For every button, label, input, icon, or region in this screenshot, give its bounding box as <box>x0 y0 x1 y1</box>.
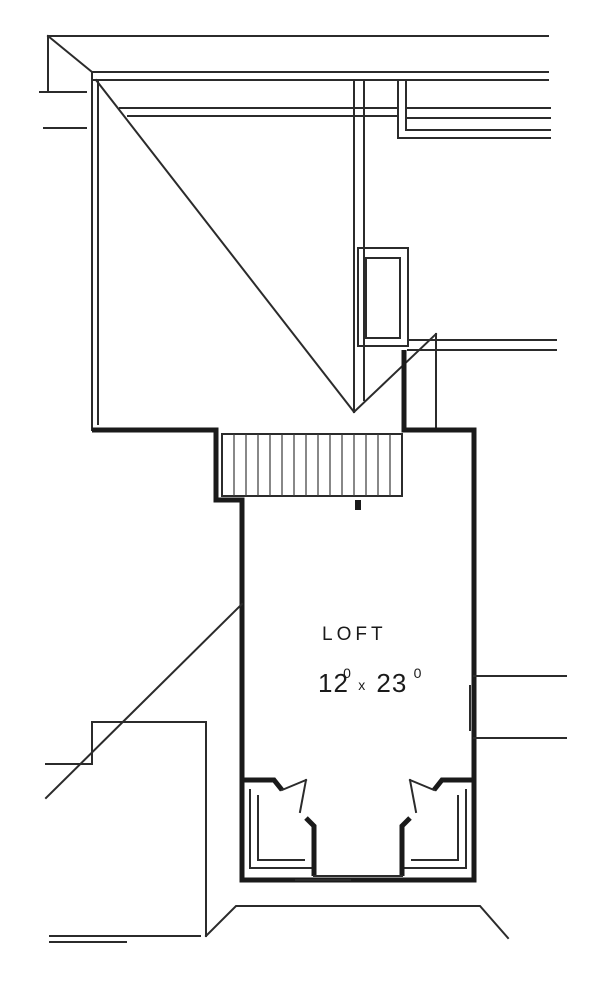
room-dimensions: 12 0 x 23 0 <box>318 654 422 698</box>
room-width-in: 0 <box>343 665 352 681</box>
room-dimension-separator: x <box>358 677 366 693</box>
roof-outline <box>39 34 551 431</box>
lower-roof-left <box>44 602 244 943</box>
lower-roof-right <box>469 675 567 739</box>
loft-walls <box>92 350 477 883</box>
room-name-label: LOFT <box>322 624 387 645</box>
stair <box>221 433 403 510</box>
closet-divider <box>295 875 403 881</box>
room-length-ft: 23 <box>376 668 407 698</box>
chimney-box <box>357 247 409 347</box>
right-roof-lines <box>407 333 557 431</box>
room-length-in: 0 <box>414 665 423 681</box>
lower-roof-bottom <box>204 905 510 940</box>
closet-left <box>242 777 317 876</box>
room-width-ft: 12 <box>318 668 349 698</box>
closet-right <box>399 777 474 876</box>
roof-ridge-lines <box>94 78 438 414</box>
